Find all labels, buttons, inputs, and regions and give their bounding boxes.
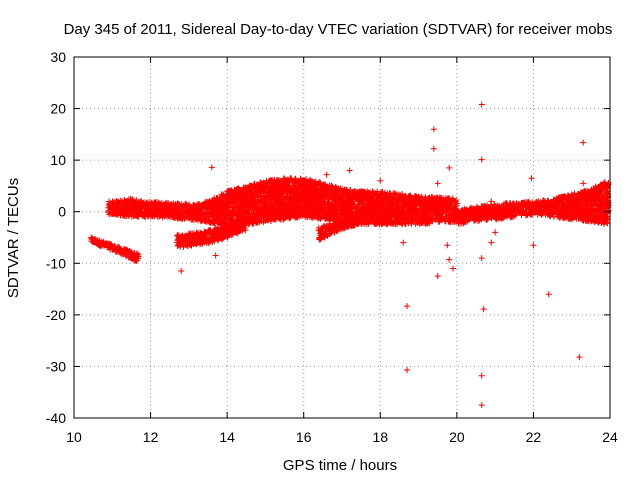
data-point: [182, 200, 189, 207]
scatter-points: [88, 101, 612, 409]
data-point: [135, 253, 142, 260]
grid-lines: [74, 57, 610, 418]
chart-title: Day 345 of 2011, Sidereal Day-to-day VTE…: [64, 21, 613, 38]
